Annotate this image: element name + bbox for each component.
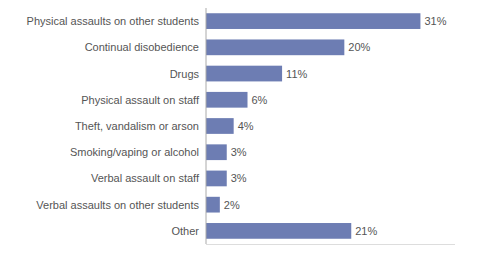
labels: Physical assaults on other students 31% Co…	[27, 15, 447, 237]
data-label: 20%	[348, 41, 370, 53]
category-label: Continual disobedience	[85, 41, 199, 53]
category-label: Drugs	[170, 68, 200, 80]
data-label: 31%	[424, 15, 446, 27]
bar	[206, 223, 351, 239]
category-label: Other	[171, 225, 199, 237]
chart-svg: Physical assaults on other students 31% Co…	[0, 0, 499, 254]
data-label: 4%	[238, 120, 254, 132]
bar	[206, 118, 234, 134]
bar	[206, 197, 220, 213]
category-label: Verbal assaults on other students	[36, 199, 199, 211]
category-label: Physical assaults on other students	[27, 15, 200, 27]
data-label: 6%	[252, 94, 268, 106]
data-label: 3%	[231, 146, 247, 158]
bar	[206, 66, 282, 82]
data-label: 2%	[224, 199, 240, 211]
category-label: Physical assault on staff	[81, 94, 200, 106]
bars	[206, 13, 420, 239]
bar	[206, 144, 227, 160]
bar	[206, 39, 344, 55]
category-label: Smoking/vaping or alcohol	[70, 146, 199, 158]
axis-line	[206, 8, 207, 244]
bar	[206, 13, 420, 29]
data-label: 21%	[355, 225, 377, 237]
data-label: 11%	[286, 68, 307, 80]
bar	[206, 92, 248, 108]
bar	[206, 171, 227, 187]
category-label: Verbal assault on staff	[91, 172, 200, 184]
chart: Physical assaults on other students 31% Co…	[0, 0, 499, 254]
data-label: 3%	[231, 172, 247, 184]
range-line	[206, 244, 455, 245]
category-label: Theft, vandalism or arson	[75, 120, 199, 132]
